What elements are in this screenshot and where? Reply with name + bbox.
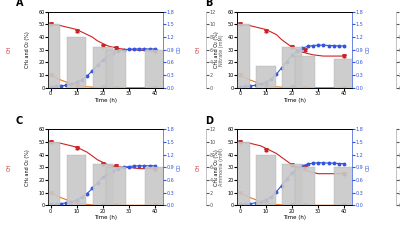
Bar	[230, 25, 250, 88]
Bar	[256, 155, 276, 205]
Bar	[282, 164, 302, 205]
Text: CH: CH	[6, 46, 11, 53]
Bar	[106, 50, 126, 88]
Y-axis label: CH₄ and O₂ (%): CH₄ and O₂ (%)	[25, 149, 30, 186]
Bar	[41, 25, 60, 88]
Bar	[256, 66, 276, 88]
Bar	[295, 56, 315, 88]
Text: A: A	[16, 0, 23, 8]
Y-axis label: CH₄ and O₂ (%): CH₄ and O₂ (%)	[214, 31, 219, 68]
Y-axis label: CH₄ and O₂ (%): CH₄ and O₂ (%)	[214, 149, 219, 186]
Bar	[67, 155, 86, 205]
Bar	[106, 167, 126, 205]
X-axis label: Time (h): Time (h)	[283, 97, 306, 103]
Y-axis label: OD: OD	[366, 164, 371, 171]
X-axis label: Time (h): Time (h)	[94, 215, 117, 220]
Bar	[334, 59, 354, 88]
Text: CH₄ and O₂ (%): CH₄ and O₂ (%)	[198, 31, 203, 68]
Y-axis label: OD: OD	[177, 46, 182, 54]
Y-axis label: OD: OD	[177, 164, 182, 171]
Bar	[295, 167, 315, 205]
Bar	[334, 167, 354, 205]
X-axis label: Time (h): Time (h)	[94, 97, 117, 103]
Y-axis label: Nitrate (mM): Nitrate (mM)	[219, 34, 224, 66]
Text: CH: CH	[196, 164, 200, 171]
Text: D: D	[205, 116, 213, 126]
Y-axis label: OD: OD	[366, 46, 371, 54]
Bar	[67, 37, 86, 88]
Text: B: B	[205, 0, 212, 8]
Text: CH₄ and O₂ (%): CH₄ and O₂ (%)	[198, 149, 203, 186]
Bar	[93, 164, 112, 205]
Text: CH: CH	[196, 46, 200, 53]
Text: CH: CH	[6, 164, 11, 171]
Y-axis label: Ammonia (mM): Ammonia (mM)	[219, 148, 224, 186]
X-axis label: Time (h): Time (h)	[283, 215, 306, 220]
Bar	[145, 167, 165, 205]
Text: C: C	[16, 116, 23, 126]
Text: CH₄ and O₂ (%): CH₄ and O₂ (%)	[9, 31, 14, 68]
Bar	[41, 142, 60, 205]
Bar	[282, 46, 302, 88]
Y-axis label: CH₄ and O₂ (%): CH₄ and O₂ (%)	[25, 31, 30, 68]
Bar	[93, 46, 112, 88]
Bar	[145, 50, 165, 88]
Text: CH₄ and O₂ (%): CH₄ and O₂ (%)	[9, 149, 14, 186]
Bar	[230, 142, 250, 205]
